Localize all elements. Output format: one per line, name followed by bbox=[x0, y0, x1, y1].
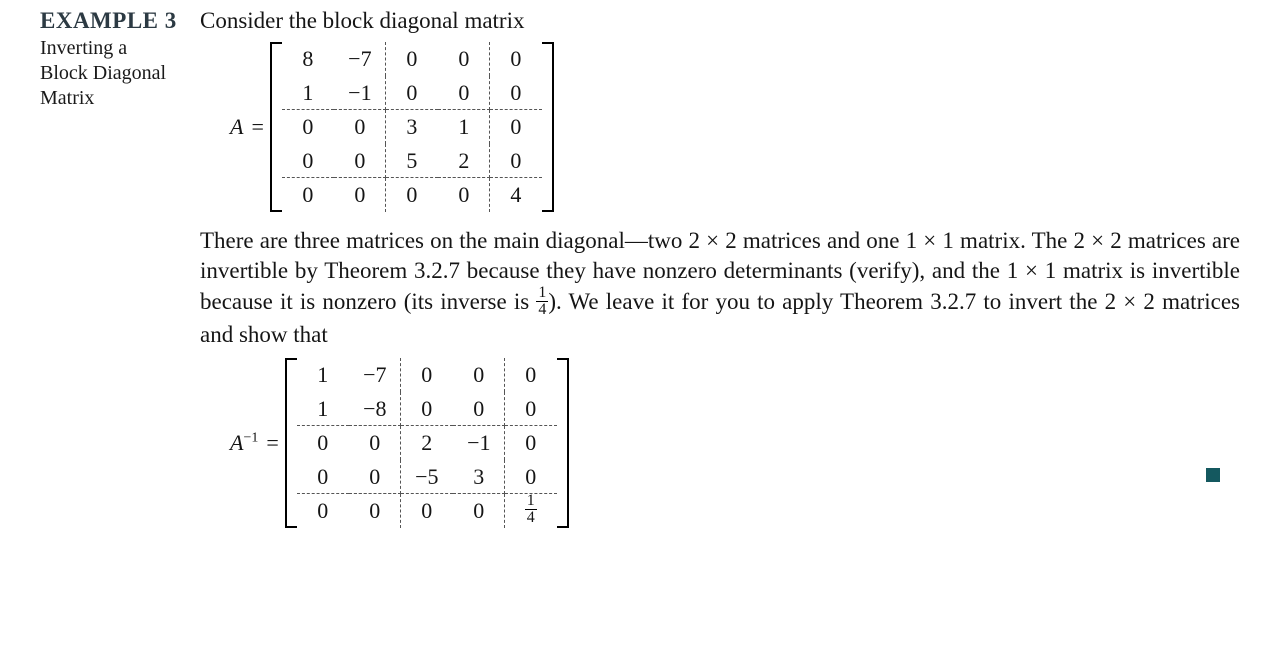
matrix-cell: 0 bbox=[386, 178, 438, 212]
matrix-cell: 1 bbox=[438, 110, 490, 144]
matrix-Ainv: 1−70001−8000002−1000−530000014 bbox=[285, 358, 569, 528]
matrix-cell: −7 bbox=[334, 42, 386, 76]
matrix-cell: 0 bbox=[386, 42, 438, 76]
matrix-Ainv-equation: A−1 = 1−70001−8000002−1000−530000014 bbox=[230, 358, 1240, 528]
matrix-cell: 0 bbox=[386, 76, 438, 110]
matrix-cell: 0 bbox=[349, 426, 401, 460]
example-subtitle: Inverting a Block Diagonal Matrix bbox=[40, 36, 200, 111]
matrix-cell: 0 bbox=[282, 144, 334, 178]
matrix-cell: 3 bbox=[453, 460, 505, 494]
matrix-Ainv-grid: 1−70001−8000002−1000−530000014 bbox=[297, 358, 557, 528]
matrix-A: 8−70001−1000003100052000004 bbox=[270, 42, 554, 212]
matrix-cell: 0 bbox=[505, 392, 557, 426]
matrix-A-label: A bbox=[230, 114, 243, 140]
fraction-denominator: 4 bbox=[536, 302, 548, 318]
matrix-cell: 0 bbox=[297, 494, 349, 528]
equals-sign: = bbox=[266, 430, 278, 456]
matrix-cell: 0 bbox=[401, 392, 453, 426]
matrix-cell: 0 bbox=[349, 460, 401, 494]
matrix-cell: 0 bbox=[490, 110, 542, 144]
example-heading-block: EXAMPLE 3 Inverting a Block Diagonal Mat… bbox=[40, 8, 200, 111]
matrix-cell: 5 bbox=[386, 144, 438, 178]
matrix-cell: 8 bbox=[282, 42, 334, 76]
matrix-cell: 0 bbox=[282, 178, 334, 212]
matrix-cell: 0 bbox=[505, 358, 557, 392]
matrix-cell: 4 bbox=[490, 178, 542, 212]
subtitle-line-3: Matrix bbox=[40, 87, 94, 109]
matrix-cell: 0 bbox=[490, 42, 542, 76]
matrix-cell: 0 bbox=[334, 110, 386, 144]
intro-text: Consider the block diagonal matrix bbox=[200, 8, 1240, 34]
matrix-cell: −1 bbox=[453, 426, 505, 460]
right-bracket-icon bbox=[557, 358, 569, 528]
matrix-Ainv-label: A−1 bbox=[230, 430, 258, 456]
matrix-cell: 0 bbox=[401, 494, 453, 528]
matrix-cell: 0 bbox=[438, 178, 490, 212]
matrix-Ainv-base: A bbox=[230, 430, 243, 455]
fraction-numerator: 1 bbox=[536, 285, 548, 302]
matrix-Ainv-superscript: −1 bbox=[243, 431, 258, 446]
matrix-cell: 0 bbox=[282, 110, 334, 144]
body-paragraph: There are three matrices on the main dia… bbox=[200, 226, 1240, 350]
header-row: EXAMPLE 3 Inverting a Block Diagonal Mat… bbox=[40, 8, 1240, 540]
matrix-cell: 14 bbox=[505, 494, 557, 528]
matrix-cell: 0 bbox=[297, 426, 349, 460]
example-label: EXAMPLE 3 bbox=[40, 8, 200, 34]
subtitle-line-1: Inverting a bbox=[40, 37, 127, 59]
page: EXAMPLE 3 Inverting a Block Diagonal Mat… bbox=[0, 0, 1270, 560]
matrix-cell: 1 bbox=[297, 392, 349, 426]
matrix-cell: 0 bbox=[453, 358, 505, 392]
matrix-cell: 0 bbox=[490, 76, 542, 110]
matrix-cell: 3 bbox=[386, 110, 438, 144]
matrix-cell: 1 bbox=[282, 76, 334, 110]
matrix-A-equation: A = 8−70001−1000003100052000004 bbox=[230, 42, 1240, 212]
matrix-cell: 0 bbox=[334, 178, 386, 212]
matrix-cell: 0 bbox=[505, 426, 557, 460]
matrix-cell: 0 bbox=[453, 494, 505, 528]
matrix-cell: 0 bbox=[401, 358, 453, 392]
left-bracket-icon bbox=[285, 358, 297, 528]
matrix-cell: −8 bbox=[349, 392, 401, 426]
subtitle-line-2: Block Diagonal bbox=[40, 62, 166, 84]
matrix-cell: 2 bbox=[438, 144, 490, 178]
matrix-A-grid: 8−70001−1000003100052000004 bbox=[282, 42, 542, 212]
matrix-cell: −5 bbox=[401, 460, 453, 494]
matrix-cell: 0 bbox=[490, 144, 542, 178]
end-of-example-icon bbox=[1206, 468, 1220, 482]
matrix-cell: 0 bbox=[505, 460, 557, 494]
matrix-cell: −1 bbox=[334, 76, 386, 110]
right-bracket-icon bbox=[542, 42, 554, 212]
fraction-one-quarter: 14 bbox=[525, 493, 537, 526]
equals-sign: = bbox=[251, 114, 263, 140]
matrix-cell: 2 bbox=[401, 426, 453, 460]
matrix-cell: 0 bbox=[334, 144, 386, 178]
matrix-cell: 0 bbox=[438, 76, 490, 110]
matrix-cell: 0 bbox=[297, 460, 349, 494]
content-column: Consider the block diagonal matrix A = 8… bbox=[200, 8, 1240, 540]
matrix-cell: −7 bbox=[349, 358, 401, 392]
fraction-one-quarter: 14 bbox=[536, 285, 548, 318]
left-bracket-icon bbox=[270, 42, 282, 212]
matrix-cell: 0 bbox=[453, 392, 505, 426]
matrix-cell: 1 bbox=[297, 358, 349, 392]
matrix-cell: 0 bbox=[349, 494, 401, 528]
matrix-cell: 0 bbox=[438, 42, 490, 76]
